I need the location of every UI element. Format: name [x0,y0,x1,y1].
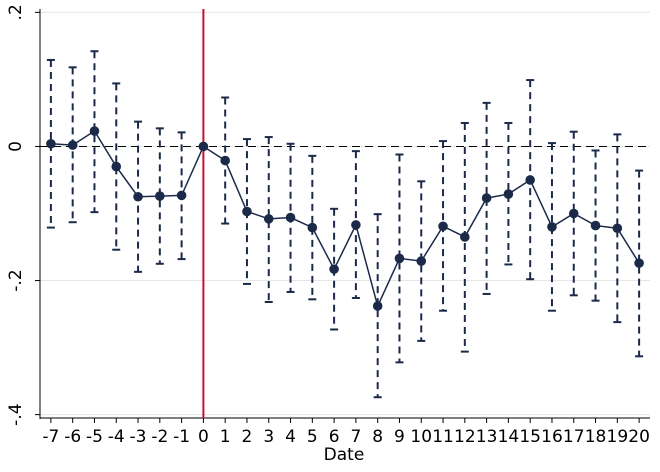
estimate-point [416,256,427,266]
x-tick-label: 5 [307,427,318,447]
x-tick-label: 0 [198,427,209,447]
estimate-point [242,206,252,217]
x-tick-label: 12 [454,427,476,447]
x-tick-label: 8 [372,427,383,447]
estimate-point [634,258,644,268]
estimate-point [176,190,187,201]
estimate-point [460,232,470,242]
estimate-point [307,222,318,233]
x-tick-label: 7 [350,427,361,447]
estimate-point [133,191,143,202]
gridlines [40,11,650,416]
x-axis-title: Date [324,445,365,465]
estimate-point [285,212,296,223]
estimate-point [525,175,535,185]
estimate-line [50,129,640,309]
estimate-points [46,126,644,311]
x-tick-label: 20 [628,427,650,447]
estimate-series-line [50,129,640,309]
estimate-point [198,141,209,152]
x-tick-label: 17 [563,427,585,447]
estimate-point [329,264,339,274]
x-tick-label: 18 [585,427,607,447]
estimate-point [612,223,623,234]
y-tick-label: 0 [6,141,26,152]
estimate-point [67,140,78,150]
estimate-point [220,155,230,166]
estimate-point [590,220,601,231]
estimate-point [503,189,514,199]
x-tick-label: 16 [541,427,563,447]
estimate-point [46,138,56,149]
estimate-point [438,221,448,232]
x-tick-label: 15 [519,427,541,447]
x-tick-label: 1 [220,427,231,447]
x-tick-label: 4 [285,427,296,447]
x-tick-label: -6 [64,427,81,447]
estimate-point [547,222,557,232]
y-tick-label: -.4 [6,403,26,425]
x-tick-label: 19 [607,427,629,447]
x-tick-label: 11 [432,427,454,447]
x-tick-label: -7 [42,427,59,447]
estimate-point [394,253,405,264]
x-tick-label: 14 [498,427,520,447]
x-tick-label: -4 [108,427,125,447]
x-tick-label: 3 [263,427,274,447]
estimate-point [263,214,274,224]
y-tick-label: .2 [6,4,26,20]
x-tick-label: -2 [151,427,168,447]
estimate-point [155,191,165,201]
x-tick-label: 13 [476,427,498,447]
x-tick-label: 2 [242,427,253,447]
x-tick-label: -3 [130,427,147,447]
reference-lines [40,9,650,418]
estimate-point [111,161,122,172]
y-tick-label: -.2 [6,269,26,291]
estimate-point [351,220,361,230]
tick-labels: -.4-.20.2-7 -6 -5 -4 -3 -2 -1 0 1 2 3 4 5 6 7 8 9 10 11 12 1… [6,4,650,447]
x-tick-label: -1 [173,427,190,447]
x-tick-label: -5 [86,427,103,447]
x-tick-label: 6 [329,427,340,447]
estimate-point [372,301,383,311]
x-tick-label: 10 [410,427,432,447]
x-tick-label: 9 [394,427,405,447]
estimate-point [481,193,492,203]
estimate-point [89,126,100,136]
axes [35,9,650,423]
estimate-point [568,208,579,219]
